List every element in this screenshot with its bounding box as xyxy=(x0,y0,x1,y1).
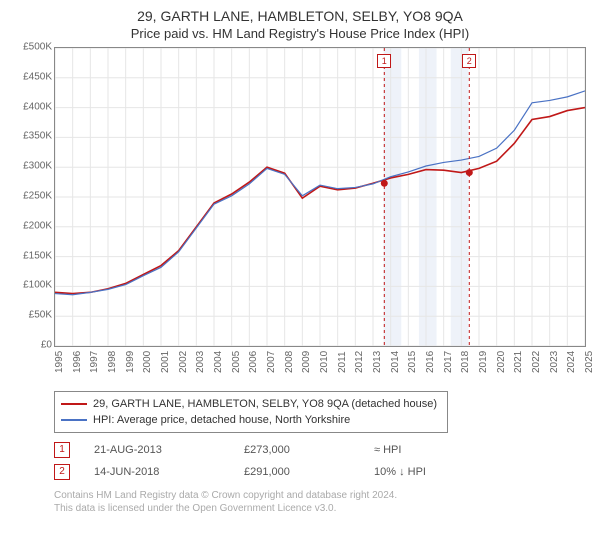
x-tick-label: 1998 xyxy=(107,351,118,373)
chart-svg xyxy=(55,48,585,346)
x-axis-labels: 1995 1996 1997 1998 1999 2000 2001 2002 2003 2004… xyxy=(54,349,586,385)
legend-label-hpi: HPI: Average price, detached house, Nort… xyxy=(93,412,350,428)
legend-swatch-property xyxy=(61,403,87,405)
x-tick-label: 2005 xyxy=(231,351,242,373)
sale-marker-2: 2 xyxy=(54,464,70,480)
y-tick-label: £100K xyxy=(23,280,52,291)
attribution-line-2: This data is licensed under the Open Gov… xyxy=(54,502,586,515)
y-tick-label: £400K xyxy=(23,101,52,112)
y-tick-label: £50K xyxy=(29,310,52,321)
y-axis-labels: £0£50K£100K£150K£200K£250K£300K£350K£400… xyxy=(14,47,54,347)
x-tick-label: 2020 xyxy=(496,351,507,373)
x-tick-label: 2014 xyxy=(390,351,401,373)
sale-row-2: 2 14-JUN-2018 £291,000 10% ↓ HPI xyxy=(54,461,586,483)
page-subtitle: Price paid vs. HM Land Registry's House … xyxy=(14,26,586,41)
x-tick-label: 2003 xyxy=(195,351,206,373)
chart-frame: £0 £50K £100K £150K £200K £250K £300K £350K £400… xyxy=(14,47,586,387)
sale-hpi-diff-1: ≈ HPI xyxy=(374,444,494,456)
x-tick-label: 2022 xyxy=(531,351,542,373)
sale-marker-box-2: 2 xyxy=(462,54,476,68)
y-tick-label: £450K xyxy=(23,71,52,82)
x-tick-label: 1997 xyxy=(89,351,100,373)
x-tick-label: 2023 xyxy=(549,351,560,373)
x-tick-label: 2021 xyxy=(513,351,524,373)
x-tick-label: 2007 xyxy=(266,351,277,373)
x-tick-label: 2011 xyxy=(337,351,348,373)
sales-table: 1 21-AUG-2013 £273,000 ≈ HPI 2 14-JUN-20… xyxy=(54,439,586,483)
page-title: 29, GARTH LANE, HAMBLETON, SELBY, YO8 9Q… xyxy=(14,8,586,24)
x-tick-label: 1999 xyxy=(125,351,136,373)
sale-row-1: 1 21-AUG-2013 £273,000 ≈ HPI xyxy=(54,439,586,461)
legend-item-property: 29, GARTH LANE, HAMBLETON, SELBY, YO8 9Q… xyxy=(61,396,441,412)
x-tick-label: 2008 xyxy=(284,351,295,373)
y-tick-label: £250K xyxy=(23,191,52,202)
legend: 29, GARTH LANE, HAMBLETON, SELBY, YO8 9Q… xyxy=(54,391,448,433)
sale-price-1: £273,000 xyxy=(244,444,374,456)
sale-marker-box-1: 1 xyxy=(377,54,391,68)
attribution: Contains HM Land Registry data © Crown c… xyxy=(54,489,586,515)
sale-date-2: 14-JUN-2018 xyxy=(94,466,244,478)
x-tick-label: 2001 xyxy=(160,351,171,373)
x-tick-label: 1996 xyxy=(72,351,83,373)
x-tick-label: 2024 xyxy=(566,351,577,373)
y-tick-label: £350K xyxy=(23,131,52,142)
y-tick-label: £500K xyxy=(23,42,52,53)
legend-swatch-hpi xyxy=(61,419,87,421)
x-tick-label: 2017 xyxy=(443,351,454,373)
legend-label-property: 29, GARTH LANE, HAMBLETON, SELBY, YO8 9Q… xyxy=(93,396,437,412)
chart-plot-area: 12 xyxy=(54,47,586,347)
sale-price-2: £291,000 xyxy=(244,466,374,478)
x-tick-label: 2004 xyxy=(213,351,224,373)
y-tick-label: £300K xyxy=(23,161,52,172)
x-tick-label: 2009 xyxy=(301,351,312,373)
x-tick-label: 2016 xyxy=(425,351,436,373)
y-tick-label: £150K xyxy=(23,250,52,261)
x-tick-label: 2013 xyxy=(372,351,383,373)
y-tick-label: £0 xyxy=(41,340,52,351)
x-tick-label: 2015 xyxy=(407,351,418,373)
page: 29, GARTH LANE, HAMBLETON, SELBY, YO8 9Q… xyxy=(0,0,600,560)
y-tick-label: £200K xyxy=(23,220,52,231)
x-tick-label: 2018 xyxy=(460,351,471,373)
sale-marker-1: 1 xyxy=(54,442,70,458)
x-tick-label: 2010 xyxy=(319,351,330,373)
x-tick-label: 2019 xyxy=(478,351,489,373)
x-tick-label: 2000 xyxy=(142,351,153,373)
x-tick-label: 2025 xyxy=(584,351,595,373)
x-tick-label: 2006 xyxy=(248,351,259,373)
legend-item-hpi: HPI: Average price, detached house, Nort… xyxy=(61,412,441,428)
x-tick-label: 2012 xyxy=(354,351,365,373)
x-tick-label: 2002 xyxy=(178,351,189,373)
sale-hpi-diff-2: 10% ↓ HPI xyxy=(374,466,494,478)
sale-date-1: 21-AUG-2013 xyxy=(94,444,244,456)
attribution-line-1: Contains HM Land Registry data © Crown c… xyxy=(54,489,586,502)
x-tick-label: 1995 xyxy=(54,351,65,373)
